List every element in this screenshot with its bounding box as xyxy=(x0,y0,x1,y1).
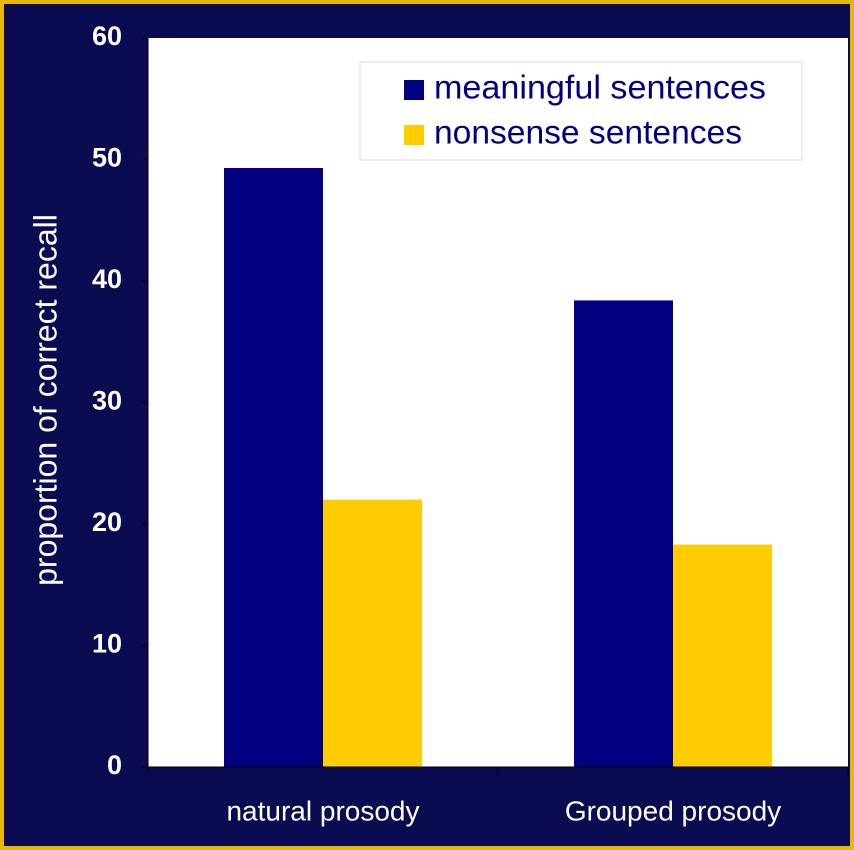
legend-label: nonsense sentences xyxy=(434,114,742,151)
bar xyxy=(323,499,422,767)
y-tick-label: 20 xyxy=(92,507,122,537)
y-tick-label: 0 xyxy=(107,750,122,780)
y-tick-label: 60 xyxy=(92,21,122,51)
legend-label: meaningful sentences xyxy=(434,69,766,106)
bar xyxy=(574,300,673,767)
y-axis-label: proportion of correct recall xyxy=(27,214,63,586)
bar xyxy=(224,168,323,767)
bar xyxy=(673,544,772,767)
y-tick-label: 40 xyxy=(92,264,122,294)
y-tick-label: 30 xyxy=(92,386,122,416)
y-tick-label: 50 xyxy=(92,143,122,173)
legend-box xyxy=(359,61,803,161)
y-tick-label: 10 xyxy=(92,629,122,659)
legend-swatch xyxy=(404,125,424,145)
legend-swatch xyxy=(404,80,424,100)
x-tick-label: Grouped prosody xyxy=(565,795,781,826)
x-tick-label: natural prosody xyxy=(226,795,419,826)
